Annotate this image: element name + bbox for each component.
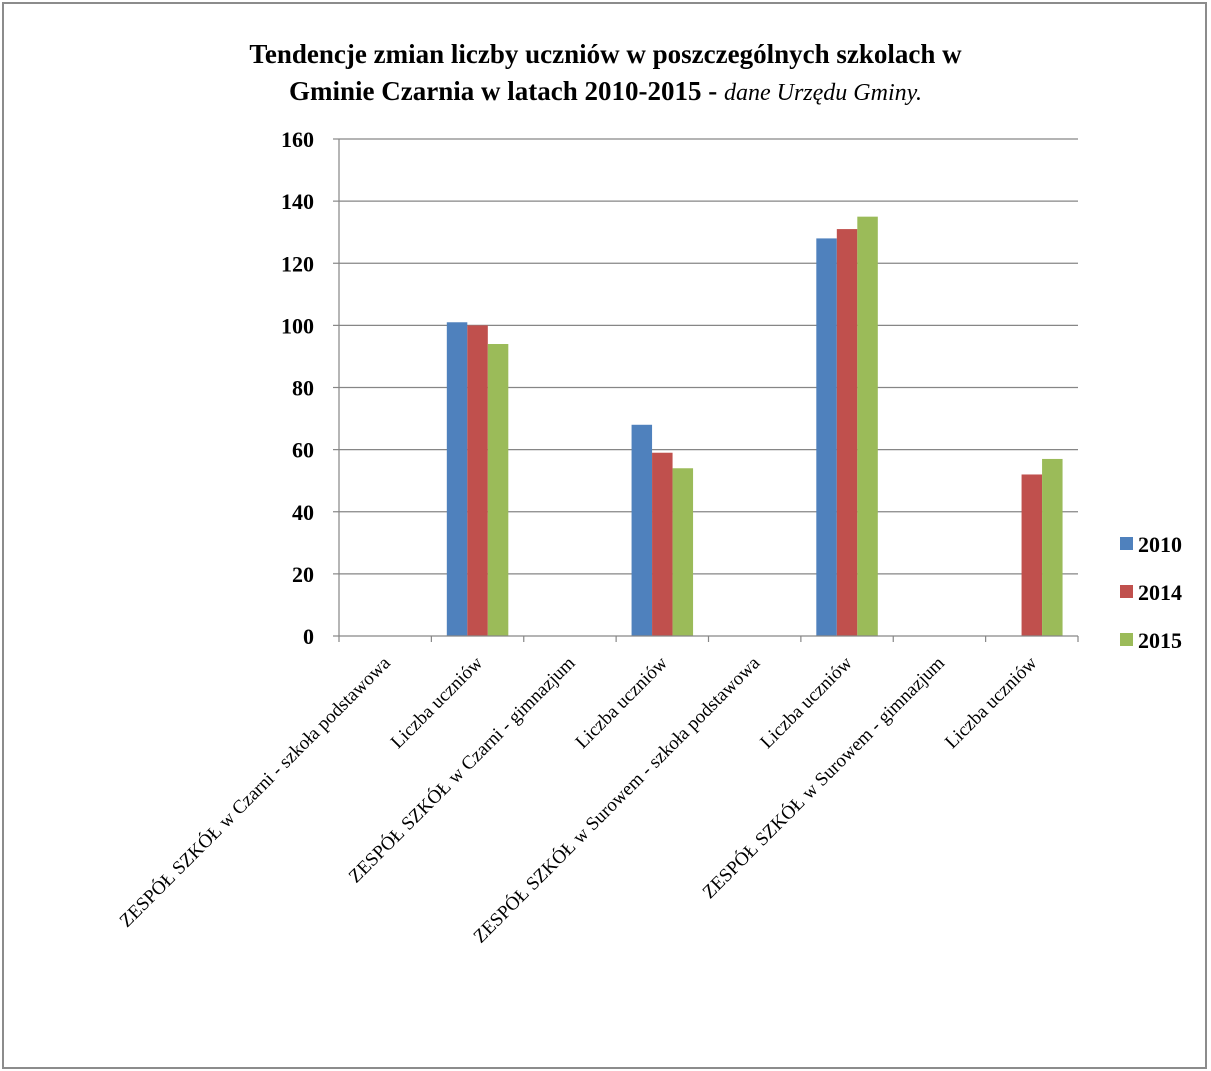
y-tick-label: 60 — [292, 438, 314, 463]
x-category-label: Liczba uczniów — [756, 652, 856, 752]
bar-2015-1 — [487, 344, 509, 636]
bar-2010-3 — [631, 424, 653, 636]
chart-title-line2: Gminie Czarnia w latach 2010-2015 - dane… — [0, 73, 1211, 112]
bar-2014-5 — [836, 229, 858, 637]
legend-swatch-2010 — [1120, 537, 1133, 550]
x-axis: ZESPÓŁ SZKÓŁ w Czarni - szkoła podstawow… — [115, 635, 1079, 947]
bar-2015-5 — [857, 216, 878, 636]
y-tick-label: 160 — [281, 127, 314, 152]
y-tick-label: 120 — [281, 251, 314, 276]
x-category-label: ZESPÓŁ SZKÓŁ w Czarni - szkoła podstawow… — [115, 652, 395, 932]
legend-swatch-2014 — [1120, 585, 1133, 598]
x-category-label: Liczba uczniów — [387, 652, 487, 752]
bar-2014-1 — [467, 325, 488, 636]
bar-2014-7 — [1021, 474, 1043, 636]
chart-title-source: dane Urzędu Gminy. — [723, 80, 922, 106]
bars — [446, 216, 1063, 637]
bar-2014-3 — [652, 452, 673, 636]
y-axis: 0 20 40 60 80 100 120 140 160 — [281, 127, 340, 649]
chart-title-line1: Tendencje zmian liczby uczniów w poszcze… — [249, 39, 962, 69]
y-tick-label: 0 — [303, 624, 314, 649]
y-tick-label: 80 — [292, 376, 314, 401]
bar-2015-3 — [672, 468, 694, 636]
legend-label-2015: 2015 — [1138, 628, 1182, 653]
y-tick-label: 140 — [281, 189, 314, 214]
legend-label-2014: 2014 — [1138, 580, 1182, 605]
y-tick-label: 40 — [292, 500, 314, 525]
x-category-label: Liczba uczniów — [941, 652, 1041, 752]
bar-2010-5 — [816, 238, 837, 636]
bar-2010-1 — [446, 322, 468, 636]
x-category-label: Liczba uczniów — [572, 652, 672, 752]
y-tick-label: 20 — [292, 562, 314, 587]
legend: 2010 2014 2015 — [1120, 532, 1182, 653]
chart-title-line2-main: Gminie Czarnia w latach 2010-2015 - — [289, 76, 724, 106]
legend-label-2010: 2010 — [1138, 532, 1182, 557]
y-tick-label: 100 — [281, 313, 314, 338]
chart-title: Tendencje zmian liczby uczniów w poszcze… — [0, 36, 1211, 112]
bar-2015-7 — [1042, 458, 1063, 636]
legend-swatch-2015 — [1120, 633, 1133, 646]
